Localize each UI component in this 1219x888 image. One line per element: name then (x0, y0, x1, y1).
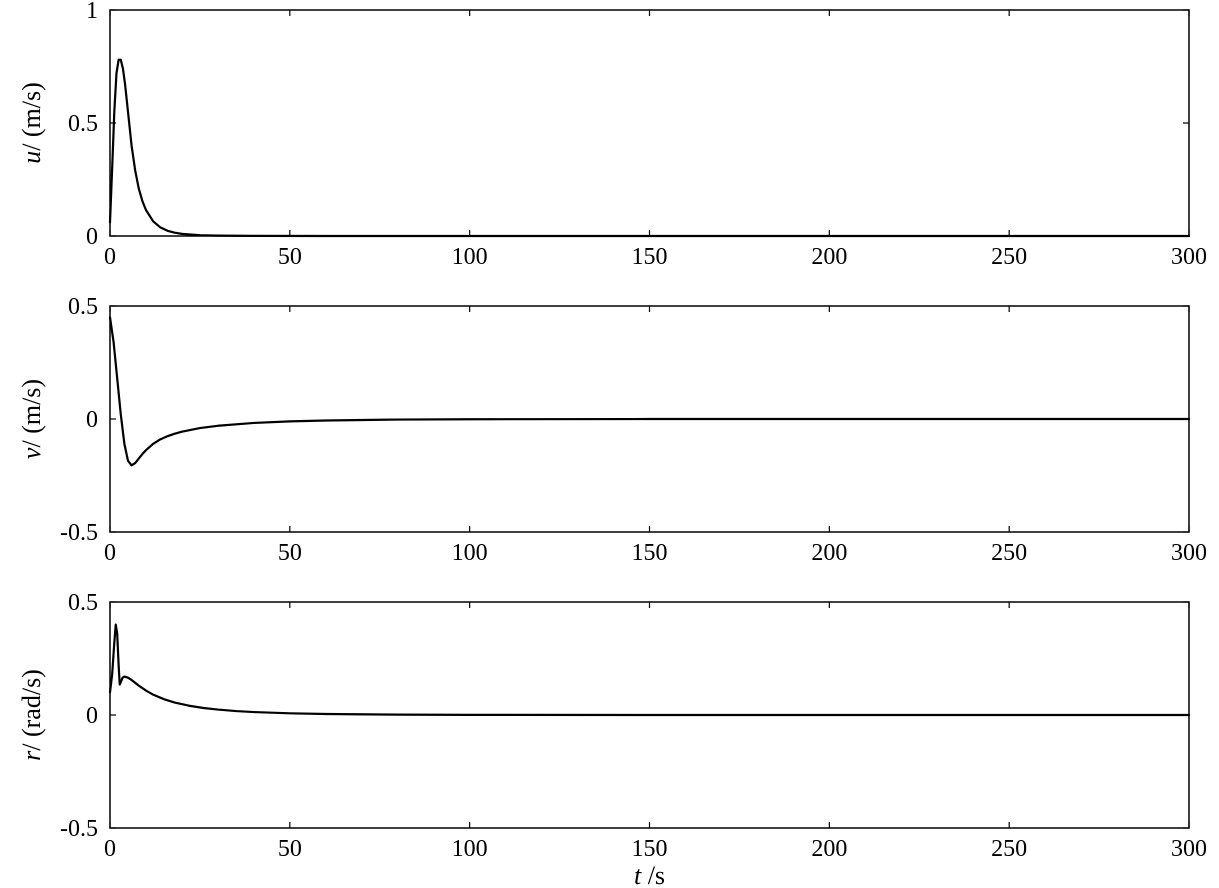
y-tick-label: 0 (86, 407, 98, 433)
y-tick-label: 0.5 (68, 294, 98, 320)
y-tick-label: 0.5 (68, 590, 98, 616)
ylabel-r: r/ (rad/s) (17, 669, 46, 761)
x-tick-label: 200 (811, 836, 847, 862)
series-r (110, 625, 1189, 715)
series-v (110, 317, 1189, 465)
panel-u: 0 50 100 150 200 250 300 0 0.5 1 u/ (m/s) (17, 0, 1207, 270)
x-tick-label: 100 (452, 244, 488, 270)
x-tick-label: 300 (1171, 540, 1207, 566)
x-tick-label: 100 (452, 836, 488, 862)
x-tick-label: 150 (632, 244, 668, 270)
ylabel-u: u/ (m/s) (17, 82, 46, 164)
xlabel: t /s (634, 861, 665, 888)
x-tick-label: 300 (1171, 836, 1207, 862)
x-tick-label: 50 (278, 836, 302, 862)
y-tick-label: 0 (86, 224, 98, 250)
y-tick-label: 0.5 (68, 111, 98, 137)
x-tick-label: 150 (632, 836, 668, 862)
x-tick-label: 200 (811, 244, 847, 270)
x-tick-label: 150 (632, 540, 668, 566)
series-u (110, 60, 1189, 236)
y-tick-label: 1 (86, 0, 98, 24)
x-tick-label: 200 (811, 540, 847, 566)
x-tick-label: 250 (991, 244, 1027, 270)
x-tick-label: 50 (278, 244, 302, 270)
x-tick-label: 0 (104, 244, 116, 270)
x-tick-label: 0 (104, 836, 116, 862)
chart-svg: 05010015020025030000.51u/ (m/s)050100150… (0, 0, 1219, 888)
x-tick-label: 0 (104, 540, 116, 566)
x-tick-label: 100 (452, 540, 488, 566)
panel-r: 050100150200250300-0.500.5r/ (rad/s)t /s (17, 590, 1207, 888)
x-tick-label: 50 (278, 540, 302, 566)
x-tick-label: 250 (991, 540, 1027, 566)
chart-figure: 05010015020025030000.51u/ (m/s)050100150… (0, 0, 1219, 888)
y-tick-label: 0 (86, 703, 98, 729)
plot-box (110, 10, 1189, 236)
x-tick-label: 250 (991, 836, 1027, 862)
ylabel-v: v/ (m/s) (17, 379, 46, 459)
panel-v: 050100150200250300-0.500.5v/ (m/s) (17, 294, 1207, 566)
y-tick-label: -0.5 (60, 816, 98, 842)
x-tick-label: 300 (1171, 244, 1207, 270)
y-tick-label: -0.5 (60, 520, 98, 546)
